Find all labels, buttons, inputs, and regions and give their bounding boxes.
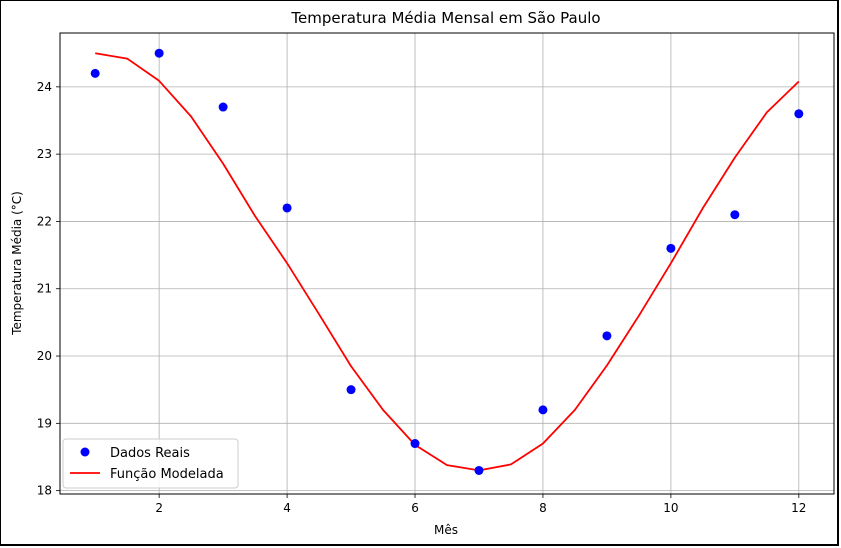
x-tick-label: 4 [283,501,291,515]
data-point [602,331,612,341]
data-points-layer [90,48,804,475]
x-tick-label: 6 [411,501,419,515]
y-tick-label: 18 [37,484,52,498]
y-tick-label: 20 [37,349,52,363]
plot-area [59,32,835,495]
legend-label-funcao-modelada: Função Modelada [110,467,224,482]
x-axis-label: Mês [434,523,458,537]
data-point [794,109,804,119]
data-point [282,203,292,213]
chart-title: Temperatura Média Mensal em São Paulo [290,9,600,27]
data-point [218,102,228,112]
y-tick-label: 21 [37,282,52,296]
y-tick-label: 23 [37,147,52,161]
legend-marker-dados-reais [80,447,90,457]
y-axis-label: Temperatura Média (°C) [10,191,24,336]
x-tick-label: 2 [155,501,163,515]
data-point [90,68,100,78]
data-point [474,465,484,475]
data-point [154,48,164,58]
y-tick-label: 24 [37,80,52,94]
data-point [538,405,548,415]
x-tick-label: 8 [539,501,547,515]
data-point [410,439,420,449]
data-point [730,210,740,220]
data-point [346,385,356,395]
legend-label-dados-reais: Dados Reais [110,446,190,461]
y-axis: 18 19 20 21 22 23 24 [37,80,60,498]
model-line-layer [95,52,800,472]
y-tick-label: 22 [37,214,52,228]
x-tick-label: 12 [791,501,806,515]
legend-box [62,438,239,489]
x-tick-label: 10 [663,501,678,515]
x-axis: 2 4 6 8 10 12 [155,494,806,515]
model-line [95,52,800,472]
grid [60,33,834,494]
legend: Dados Reais Função Modelada [62,438,239,489]
y-tick-label: 19 [37,416,52,430]
data-point [666,243,676,253]
